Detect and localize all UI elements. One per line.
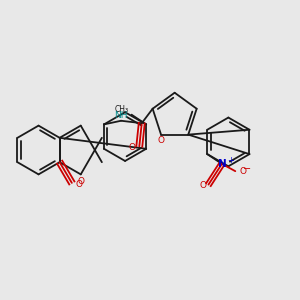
Text: O: O (128, 143, 135, 152)
Text: N: N (218, 159, 227, 169)
Text: −: − (243, 164, 251, 174)
Text: +: + (227, 156, 234, 165)
Text: O: O (75, 180, 82, 189)
Text: CH₃: CH₃ (115, 105, 129, 114)
Text: O: O (239, 167, 246, 176)
Text: O: O (199, 181, 206, 190)
Text: O: O (77, 177, 84, 186)
Text: NH: NH (114, 111, 128, 120)
Text: O: O (158, 136, 164, 146)
